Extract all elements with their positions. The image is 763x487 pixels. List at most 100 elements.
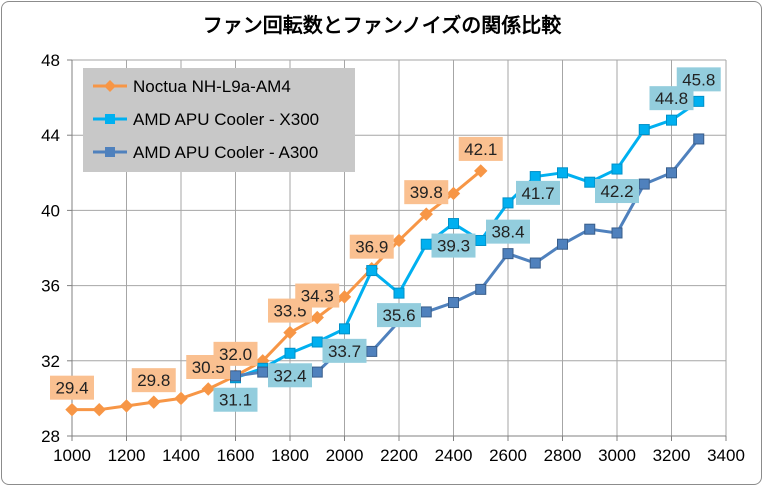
legend-marker-0 xyxy=(104,80,116,92)
data-point xyxy=(257,366,269,378)
data-point xyxy=(611,227,623,239)
x-tick-label: 2800 xyxy=(544,446,582,465)
data-point xyxy=(502,248,514,260)
data-point xyxy=(283,325,297,340)
tick-labels: 1000 1200 1400 1600 1800 2000 2200 2400 2600 2800… xyxy=(41,51,745,465)
axes xyxy=(67,59,727,441)
data-point xyxy=(446,186,461,201)
y-tick-label: 40 xyxy=(41,201,60,220)
data-point xyxy=(339,323,350,335)
data-label: 35.6 xyxy=(382,306,415,325)
data-point xyxy=(557,167,568,179)
data-point xyxy=(230,370,241,382)
data-label-box xyxy=(486,219,530,244)
data-point xyxy=(366,345,378,357)
data-label: 39.8 xyxy=(410,183,443,202)
data-label: 44.8 xyxy=(655,89,688,108)
data-point xyxy=(502,197,514,209)
data-label: 33.7 xyxy=(328,342,361,361)
data-point xyxy=(611,163,623,175)
y-tick-label: 44 xyxy=(41,126,60,145)
data-label-box xyxy=(377,303,421,328)
data-label-box xyxy=(595,179,639,204)
data-point xyxy=(92,402,106,417)
data-label-box xyxy=(295,283,340,308)
data-label-box xyxy=(431,233,476,258)
data-label: 29.8 xyxy=(137,371,170,390)
data-point xyxy=(311,336,323,348)
data-point xyxy=(337,290,352,304)
data-label-box xyxy=(131,368,176,393)
data-point xyxy=(448,218,459,230)
y-tick-label: 28 xyxy=(41,427,60,446)
data-point xyxy=(666,114,677,126)
data-point xyxy=(475,234,487,246)
data-point xyxy=(310,310,324,325)
x-tick-label: 3200 xyxy=(653,446,691,465)
data-point xyxy=(393,287,405,299)
data-point xyxy=(366,265,378,277)
data-label: 42.2 xyxy=(600,182,633,201)
data-point xyxy=(693,133,705,145)
data-point xyxy=(392,233,406,248)
data-label-box xyxy=(349,234,394,259)
data-label-box xyxy=(50,375,94,400)
x-tick-label: 1600 xyxy=(217,446,255,465)
y-tick-label: 32 xyxy=(41,352,60,371)
data-label-box xyxy=(213,341,258,366)
data-label: 34.3 xyxy=(301,287,334,306)
data-label: 38.4 xyxy=(491,223,524,242)
series-layer xyxy=(65,95,705,417)
data-label-box xyxy=(458,136,503,161)
data-point xyxy=(448,297,459,309)
legend-box xyxy=(83,68,355,172)
data-label: 36.9 xyxy=(355,238,388,257)
data-point xyxy=(638,124,650,136)
x-tick-label: 1400 xyxy=(162,446,200,465)
data-label-box xyxy=(268,363,312,388)
data-label: 32.4 xyxy=(273,366,306,385)
data-label: 29.4 xyxy=(55,379,88,398)
data-point xyxy=(65,402,79,417)
legend-label-2: AMD APU Cooler - A300 xyxy=(133,143,318,162)
data-point xyxy=(584,223,596,235)
chart-title: ファン回転数とファンノイズの関係比較 xyxy=(203,13,562,37)
data-point xyxy=(119,399,134,413)
x-tick-label: 1800 xyxy=(271,446,309,465)
data-labels: 29.4 29.830.532.033.534.336.939.842.131.1… xyxy=(50,67,721,412)
data-label-box xyxy=(322,338,367,363)
data-point xyxy=(474,164,488,178)
data-label: 32.0 xyxy=(219,345,252,364)
data-point xyxy=(584,176,596,188)
data-point xyxy=(174,391,188,406)
data-point xyxy=(529,257,541,269)
series-line-0 xyxy=(72,169,482,412)
x-tick-label: 1200 xyxy=(108,446,146,465)
data-point xyxy=(201,382,215,396)
data-point xyxy=(420,238,432,250)
data-point xyxy=(475,283,487,295)
x-tick-label: 2600 xyxy=(489,446,527,465)
data-label: 42.1 xyxy=(464,140,497,159)
data-point xyxy=(311,366,323,378)
data-label: 41.7 xyxy=(521,184,554,203)
data-label-box xyxy=(676,67,721,92)
x-tick-label: 2200 xyxy=(380,446,418,465)
data-point xyxy=(284,347,296,359)
legend: Noctua NH-L9a-AM4 AMD APU Cooler - X300 AM… xyxy=(83,68,355,172)
data-label-box xyxy=(516,180,560,205)
y-tick-label: 36 xyxy=(41,277,60,296)
data-point xyxy=(419,207,433,221)
legend-label-1: AMD APU Cooler - X300 xyxy=(133,110,319,129)
data-label: 45.8 xyxy=(682,70,715,89)
y-tick-label: 48 xyxy=(41,51,60,70)
data-point xyxy=(529,171,541,183)
data-point xyxy=(638,178,650,190)
x-tick-label: 2000 xyxy=(326,446,364,465)
x-tick-label: 2400 xyxy=(435,446,473,465)
data-label-box xyxy=(213,387,258,412)
data-point xyxy=(557,238,568,250)
data-point xyxy=(693,95,705,107)
data-point xyxy=(666,167,677,179)
